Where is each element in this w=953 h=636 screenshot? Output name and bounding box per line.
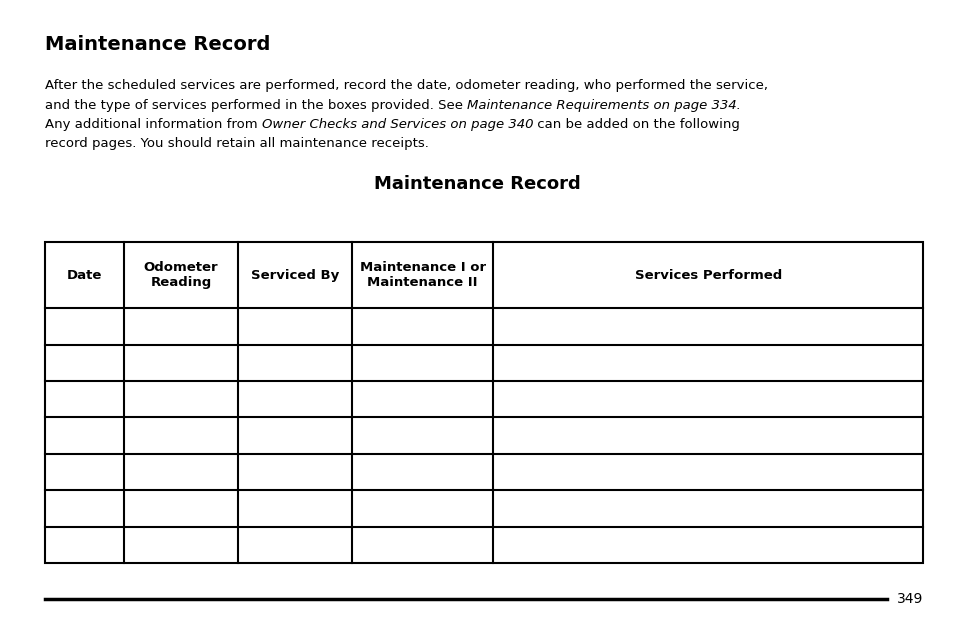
Text: Maintenance Record: Maintenance Record [45,35,270,54]
Text: Any additional information from: Any additional information from [45,118,261,130]
Bar [45,242,923,563]
Text: Maintenance Record: Maintenance Record [374,175,579,193]
Text: Services Performed: Services Performed [634,268,781,282]
Text: Odometer
Reading: Odometer Reading [144,261,218,289]
Text: After the scheduled services are performed, record the date, odometer reading, w: After the scheduled services are perform… [45,80,767,92]
Text: 349: 349 [896,592,923,606]
Text: Owner Checks and Services on page 340: Owner Checks and Services on page 340 [261,118,533,130]
Text: Date: Date [67,268,102,282]
Text: record pages. You should retain all maintenance receipts.: record pages. You should retain all main… [45,137,428,149]
Text: can be added on the following: can be added on the following [533,118,740,130]
Text: and the type of services performed in the boxes provided. See: and the type of services performed in th… [45,99,467,111]
Text: Maintenance Requirements on page 334.: Maintenance Requirements on page 334. [467,99,740,111]
Text: Maintenance I or
Maintenance II: Maintenance I or Maintenance II [359,261,485,289]
Text: Serviced By: Serviced By [251,268,339,282]
